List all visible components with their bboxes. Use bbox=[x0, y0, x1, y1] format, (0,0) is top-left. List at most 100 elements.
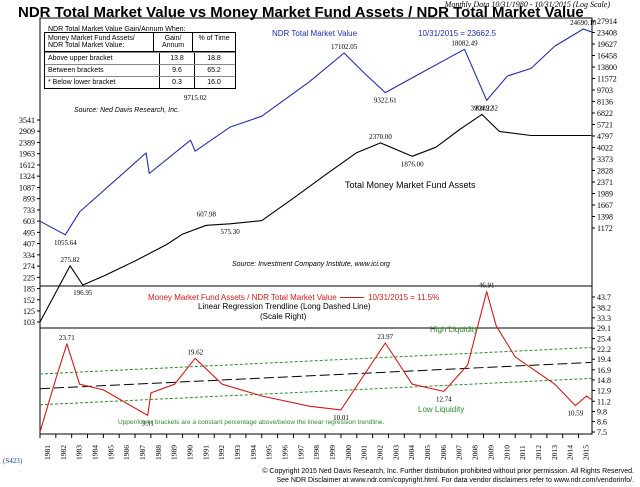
ratio-tick-label: 7.5 bbox=[597, 428, 607, 437]
mmf-tick-label: 495 bbox=[23, 228, 35, 237]
ndr-tick-label: 23408 bbox=[597, 28, 617, 37]
table-row: Above upper bracket 13.8 18.8 bbox=[45, 52, 235, 64]
chart-code: (S423) bbox=[3, 457, 23, 465]
year-label: 1990 bbox=[185, 445, 194, 460]
brackets-note: Upper/lower brackets are a constant perc… bbox=[118, 419, 385, 426]
ratio-annotation: 10.01 bbox=[333, 414, 349, 422]
ndr-annotation: 9322.61 bbox=[374, 97, 397, 105]
mmf-tick-label: 274 bbox=[23, 262, 35, 271]
year-label: 2004 bbox=[407, 445, 416, 460]
ratio-tick-label: 12.9 bbox=[597, 386, 611, 395]
year-label: 2007 bbox=[455, 445, 464, 460]
mmf-tick-label: 603 bbox=[23, 217, 35, 226]
row-gain: 0.3 bbox=[160, 77, 195, 88]
ndr-tick-label: 5721 bbox=[597, 120, 613, 129]
year-label: 1997 bbox=[296, 445, 305, 460]
ratio-annotation: 10.59 bbox=[567, 410, 583, 418]
mmf-tick-label: 225 bbox=[23, 273, 35, 282]
year-label: 1985 bbox=[106, 445, 115, 460]
footer-line2: See NDR Disclaimer at www.ndr.com/copyri… bbox=[276, 477, 634, 484]
year-label: 2014 bbox=[566, 445, 575, 460]
chart-subtitle: Monthly Data 10/31/1980 - 10/31/2015 (Lo… bbox=[444, 0, 610, 9]
mmf-tick-label: 103 bbox=[23, 318, 35, 327]
low-liquidity-label: Low Liquidity bbox=[418, 405, 465, 414]
ndr-annotation: 1055.64 bbox=[54, 239, 77, 247]
ndr-annotation: 8289.32 bbox=[475, 104, 498, 112]
ndr-tick-label: 13800 bbox=[597, 63, 617, 72]
table-row: Between brackets 9.6 65.2 bbox=[45, 64, 235, 76]
ndr-tick-label: 8136 bbox=[597, 97, 613, 106]
ratio-tick-label: 43.7 bbox=[597, 293, 611, 302]
ndr-tick-label: 2828 bbox=[597, 166, 613, 175]
mmf-annotation: 607.98 bbox=[197, 211, 217, 219]
ratio-tick-label: 19.4 bbox=[597, 355, 611, 364]
ndr-tick-label: 9703 bbox=[597, 86, 613, 95]
bottom-panel-frame bbox=[39, 285, 593, 435]
ratio-annotation: 19.62 bbox=[187, 348, 203, 356]
ndr-tick-label: 1398 bbox=[597, 212, 613, 221]
ratio-tick-label: 8.6 bbox=[597, 418, 607, 427]
year-label: 1996 bbox=[281, 445, 290, 460]
row-pct: 16.0 bbox=[207, 79, 221, 86]
table-col1: Money Market Fund Assets/ NDR Total Mark… bbox=[45, 33, 154, 51]
table-col3: % of Time bbox=[198, 35, 230, 42]
ratio-annotation: 23.97 bbox=[377, 333, 393, 341]
mmf-tick-label: 2909 bbox=[19, 127, 35, 136]
mmf-tick-label: 2389 bbox=[19, 138, 35, 147]
ratio-date-label: 10/31/2015 = 11.5% bbox=[368, 293, 440, 302]
table-header: Money Market Fund Assets/ NDR Total Mark… bbox=[45, 33, 235, 52]
row-label: * Below lower bracket bbox=[45, 77, 160, 88]
ndr-tick-label: 4797 bbox=[597, 132, 613, 141]
stats-table: Money Market Fund Assets/ NDR Total Mark… bbox=[44, 32, 236, 89]
upper-bracket bbox=[39, 347, 592, 375]
footer: © Copyright 2015 Ned Davis Research, Inc… bbox=[262, 467, 634, 485]
ndr-annotation: 9715.02 bbox=[184, 94, 207, 102]
ratio-tick-label: 29.1 bbox=[597, 324, 611, 333]
row-pct: 18.8 bbox=[207, 55, 221, 62]
year-label: 2010 bbox=[502, 445, 511, 460]
ndr-tick-label: 1989 bbox=[597, 189, 613, 198]
ndr-tick-label: 16458 bbox=[597, 51, 617, 60]
mmf-tick-label: 3541 bbox=[19, 116, 35, 125]
year-label: 1982 bbox=[59, 445, 68, 460]
ndr-series-label: NDR Total Market Value bbox=[272, 29, 358, 38]
mmf-tick-label: 1612 bbox=[19, 161, 35, 170]
year-label: 1992 bbox=[217, 445, 226, 460]
source2-label: Source: Investment Company Institute, ww… bbox=[232, 261, 390, 268]
row-label: Between brackets bbox=[45, 65, 160, 76]
table-col2: Gain/ Annum bbox=[154, 33, 194, 51]
year-label: 1991 bbox=[201, 445, 210, 460]
regression-trendline bbox=[39, 361, 592, 390]
ratio-legend-line bbox=[340, 297, 364, 298]
scale-label: (Scale Right) bbox=[260, 312, 307, 321]
ratio-tick-label: 9.8 bbox=[597, 408, 607, 417]
lower-bracket bbox=[39, 377, 592, 406]
ratio-tick-label: 16.9 bbox=[597, 366, 611, 375]
mmf-annotation: 2370.00 bbox=[369, 133, 392, 141]
ndr-tick-label: 11572 bbox=[597, 74, 617, 83]
ndr-annotation: 17102.05 bbox=[331, 43, 358, 51]
ratio-tick-label: 38.2 bbox=[597, 303, 611, 312]
mmf-series-line bbox=[39, 113, 592, 323]
row-gain: 9.6 bbox=[160, 65, 195, 76]
mmf-tick-label: 1087 bbox=[19, 183, 35, 192]
year-label: 1989 bbox=[170, 445, 179, 460]
ndr-tick-label: 27914 bbox=[597, 17, 617, 26]
ratio-annotation: 9.31 bbox=[142, 419, 155, 427]
ndr-tick-label: 3373 bbox=[597, 155, 613, 164]
mmf-tick-label: 733 bbox=[23, 206, 35, 215]
ndr-tick-label: 19627 bbox=[597, 40, 617, 49]
chart-title: NDR Total Market Value vs Money Market F… bbox=[18, 4, 584, 21]
mmf-tick-label: 185 bbox=[23, 285, 35, 294]
ndr-annotation: 24690.10 bbox=[570, 19, 597, 27]
mmf-annotation: 275.82 bbox=[60, 256, 80, 264]
ratio-series-line bbox=[39, 291, 592, 433]
source1-label: Source: Ned Davis Research, Inc. bbox=[74, 107, 180, 114]
mmf-tick-label: 152 bbox=[23, 296, 35, 305]
year-label: 1988 bbox=[154, 445, 163, 460]
year-label: 2006 bbox=[439, 445, 448, 460]
ratio-tick-label: 33.3 bbox=[597, 314, 611, 323]
mmf-tick-label: 893 bbox=[23, 195, 35, 204]
mmf-series-label: Total Money Market Fund Assets bbox=[345, 180, 476, 190]
